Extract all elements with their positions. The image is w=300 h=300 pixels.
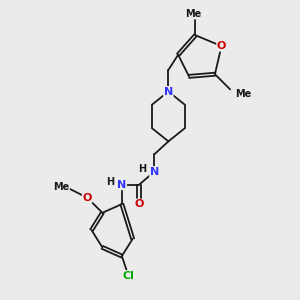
Text: O: O	[134, 199, 144, 209]
Text: Me: Me	[53, 182, 69, 192]
Text: N: N	[164, 86, 173, 97]
Text: Cl: Cl	[122, 271, 134, 281]
Text: Me: Me	[235, 89, 251, 99]
Text: O: O	[82, 193, 92, 202]
Text: H: H	[138, 164, 146, 175]
Text: N: N	[150, 167, 159, 177]
Text: H: H	[106, 178, 114, 188]
Text: Me: Me	[185, 9, 201, 19]
Text: O: O	[217, 41, 226, 51]
Text: N: N	[117, 180, 127, 190]
